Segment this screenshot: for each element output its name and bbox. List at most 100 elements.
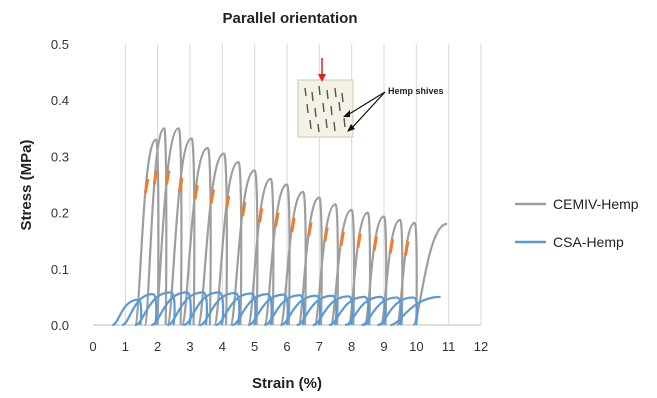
cycle-curve: [183, 291, 225, 327]
shive-mark: [314, 107, 317, 118]
cycle-curve: [312, 295, 354, 327]
legend: CEMIV-Hemp CSA-Hemp: [515, 196, 639, 250]
shive-mark: [334, 87, 337, 98]
pointer-head-lower: [347, 124, 355, 132]
cycle-curve: [263, 183, 291, 327]
shive-mark: [311, 91, 314, 102]
cycle-curve: [197, 152, 228, 327]
cycle-curve: [231, 292, 273, 327]
cycle-curve: [143, 127, 168, 327]
shive-mark: [322, 102, 325, 113]
cycle-marker: [165, 170, 171, 185]
cycle-curve: [133, 138, 160, 327]
pointer-line-upper: [345, 91, 386, 117]
cycle-curve: [215, 292, 257, 327]
pointer-line-lower: [349, 91, 386, 131]
x-tick-label: 0: [89, 339, 96, 354]
cycle-curve: [166, 291, 209, 327]
cycle-marker: [372, 236, 378, 251]
x-tick-label: 10: [409, 339, 423, 354]
legend-label-cemiv-hemp: CEMIV-Hemp: [553, 196, 639, 212]
cycle-marker: [356, 233, 362, 248]
cycle-marker: [143, 178, 150, 194]
inset-frame: [297, 79, 354, 138]
x-tick-label: 8: [348, 339, 355, 354]
chart-title: Parallel orientation: [222, 10, 357, 27]
cycle-marker: [193, 184, 199, 200]
cycle-curve: [153, 127, 183, 327]
cycle-curve: [150, 291, 192, 327]
x-tick-label: 11: [442, 339, 456, 354]
cycle-marker: [274, 212, 280, 227]
cycle-curve: [280, 294, 322, 327]
load-arrow-head: [318, 74, 326, 82]
cycle-marker: [241, 201, 247, 217]
x-tick-label: 7: [316, 339, 323, 354]
shive-mark: [333, 121, 336, 132]
cycle-curve: [361, 296, 403, 327]
shive-mark: [326, 89, 329, 100]
x-tick-label: 2: [154, 339, 161, 354]
y-tick-label: 0.4: [51, 93, 69, 108]
x-tick-label: 3: [186, 339, 193, 354]
cycle-curve: [166, 137, 196, 327]
cycle-curve: [121, 292, 158, 327]
y-tick-label: 0.5: [51, 37, 69, 52]
cycle-curve: [329, 208, 356, 327]
cycle-curve: [263, 294, 306, 327]
inset-label: Hemp shives: [388, 86, 444, 96]
cycle-curve: [328, 295, 370, 327]
shive-mark: [330, 105, 333, 116]
cycle-marker: [323, 227, 329, 242]
cycle-curve: [296, 294, 338, 327]
series-cemiv-hemp: [133, 127, 448, 327]
x-tick-label: 9: [380, 339, 387, 354]
x-tick-label: 6: [283, 339, 290, 354]
cycle-curve: [377, 296, 419, 327]
cycle-curve: [247, 177, 275, 327]
cycle-curve: [247, 293, 289, 327]
cycle-marker: [404, 241, 410, 256]
x-tick-label: 5: [251, 339, 258, 354]
shive-mark: [343, 117, 346, 128]
cycle-marker: [307, 222, 313, 237]
legend-label-csa-hemp: CSA-Hemp: [553, 234, 624, 250]
cycle-curve: [199, 291, 241, 327]
hemp-shives-image: [304, 85, 346, 133]
inset-photo: Hemp shives: [297, 58, 444, 138]
y-tick-label: 0.0: [51, 318, 69, 333]
plot-area: [111, 127, 448, 327]
cycle-marker: [224, 195, 231, 211]
cycle-marker: [290, 217, 296, 233]
cycle-curve: [180, 146, 212, 327]
cycle-curve: [279, 190, 307, 327]
x-tick-label: 4: [219, 339, 226, 354]
shive-mark: [304, 87, 307, 97]
shive-mark: [317, 123, 320, 133]
cycle-curve: [213, 160, 243, 327]
y-tick-label: 0.2: [51, 206, 69, 221]
cycle-curve: [111, 298, 143, 327]
x-tick-label: 12: [474, 339, 488, 354]
cycle-curve: [134, 291, 176, 327]
y-axis-label: Stress (MPa): [18, 140, 35, 231]
shive-mark: [318, 85, 321, 96]
x-tick-label: 1: [122, 339, 129, 354]
cycle-marker: [257, 208, 264, 223]
pointer-head-upper: [343, 110, 350, 117]
tick-labels: 0 1 2 3 4 5 6 7 8 9 10 11 120.00.10.20.30.40.5: [51, 37, 488, 354]
shive-mark: [338, 101, 341, 112]
x-axis-label: Strain (%): [252, 375, 322, 392]
shive-mark: [341, 92, 344, 103]
shive-mark: [309, 119, 312, 130]
shive-mark: [306, 103, 309, 114]
y-tick-label: 0.1: [51, 262, 69, 277]
y-tick-label: 0.3: [51, 149, 69, 164]
cycle-marker: [209, 189, 215, 204]
cycle-curve: [344, 295, 386, 327]
cycle-marker: [339, 231, 345, 246]
series-csa-hemp: [111, 291, 441, 327]
final-curve: [390, 295, 441, 327]
cycle-marker: [388, 238, 395, 254]
